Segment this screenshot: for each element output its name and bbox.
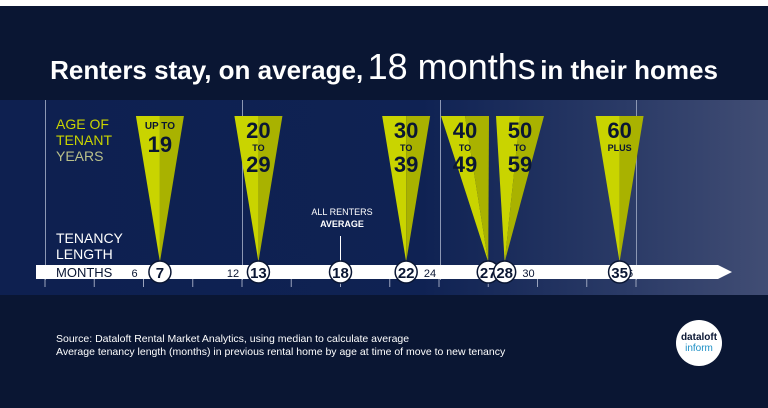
title-part2: in their homes — [540, 55, 718, 85]
cone-main2-label-2: 39 — [394, 152, 418, 177]
cone-sub-label-5: PLUS — [608, 143, 632, 153]
band-divider-36 — [636, 100, 637, 280]
age-cone-shade-3 — [465, 116, 489, 262]
value-label-1: 13 — [250, 265, 267, 282]
value-label-4: 28 — [496, 265, 513, 282]
cone-sub-label-1: TO — [252, 143, 264, 153]
cone-main-label-4: 50 — [508, 118, 532, 143]
cone-top-label-0: UP TO — [145, 121, 175, 132]
age-cone-1 — [234, 116, 259, 262]
axis-label-months: MONTHS — [56, 265, 113, 280]
logo-line1: dataloft — [680, 332, 718, 343]
cone-sub-label-3: TO — [459, 143, 471, 153]
average-marker — [328, 260, 353, 284]
tenancy-label-line1: TENANCY — [56, 230, 123, 246]
value-marker-2 — [394, 260, 418, 284]
logo-line2: inform — [685, 343, 713, 354]
value-label-3: 27 — [480, 265, 497, 282]
value-marker-5 — [607, 260, 632, 284]
tenancy-label-line2: LENGTH — [56, 246, 113, 262]
age-cone-4 — [496, 116, 520, 262]
value-marker-1 — [246, 260, 271, 284]
cone-main-label-2: 30 — [394, 118, 418, 143]
age-cone-shade-5 — [619, 116, 644, 262]
age-label-line1: AGE OF — [56, 116, 109, 132]
cone-main2-label-3: 49 — [453, 152, 477, 177]
tenancy-length-label: TENANCY LENGTH — [56, 230, 123, 262]
age-cone-2 — [382, 116, 407, 262]
tick-label-6: 6 — [131, 268, 137, 280]
band-divider-12 — [242, 100, 243, 280]
age-cone-shade-0 — [159, 116, 184, 262]
tick-label-30: 30 — [522, 268, 534, 280]
age-of-tenant-label: AGE OF TENANT YEARS — [56, 116, 112, 164]
all-renters-average-label: ALL RENTERS AVERAGE — [300, 206, 384, 230]
age-label-line3: YEARS — [56, 148, 104, 164]
age-cone-shade-4 — [504, 116, 544, 262]
cone-sub-label-2: TO — [400, 143, 412, 153]
cone-sub-label-4: TO — [514, 143, 526, 153]
value-marker-4 — [492, 260, 517, 284]
value-label-5: 35 — [611, 265, 628, 282]
age-cone-shade-2 — [406, 116, 431, 262]
cone-main2-label-1: 29 — [246, 152, 270, 177]
all-renters-line2: AVERAGE — [320, 219, 364, 229]
average-value-label: 18 — [332, 265, 349, 282]
dataloft-logo: dataloft inform — [676, 320, 722, 366]
footer: Source: Dataloft Rental Market Analytics… — [56, 333, 505, 359]
cone-main-label-3: 40 — [453, 118, 477, 143]
age-cone-3 — [441, 116, 489, 262]
timeline-axis — [36, 265, 732, 279]
age-cone-0 — [135, 116, 160, 262]
cone-main-label-1: 20 — [246, 118, 270, 143]
page-title: Renters stay, on average, 18 months in t… — [0, 46, 768, 88]
age-cone-shade-1 — [258, 116, 283, 262]
all-renters-line1: ALL RENTERS — [311, 207, 373, 217]
title-highlight: 18 months — [367, 46, 536, 87]
cone-main2-label-4: 59 — [508, 152, 532, 177]
cone-main-label-5: 60 — [607, 118, 631, 143]
note-text: Average tenancy length (months) in previ… — [56, 346, 506, 358]
top-strip — [0, 0, 768, 6]
value-marker-0 — [148, 260, 172, 284]
band-divider-24 — [440, 100, 441, 280]
tick-label-12: 12 — [227, 268, 239, 280]
value-label-2: 22 — [398, 265, 415, 282]
cone-main-label-0: 19 — [148, 132, 172, 157]
age-cone-5 — [595, 116, 620, 262]
tick-label-24: 24 — [424, 268, 436, 280]
title-part1: Renters stay, on average, — [50, 55, 364, 85]
age-label-line2: TENANT — [56, 132, 112, 148]
source-text: Source: Dataloft Rental Market Analytics… — [56, 333, 410, 345]
value-label-0: 7 — [156, 265, 164, 282]
band-divider-left — [45, 100, 46, 280]
